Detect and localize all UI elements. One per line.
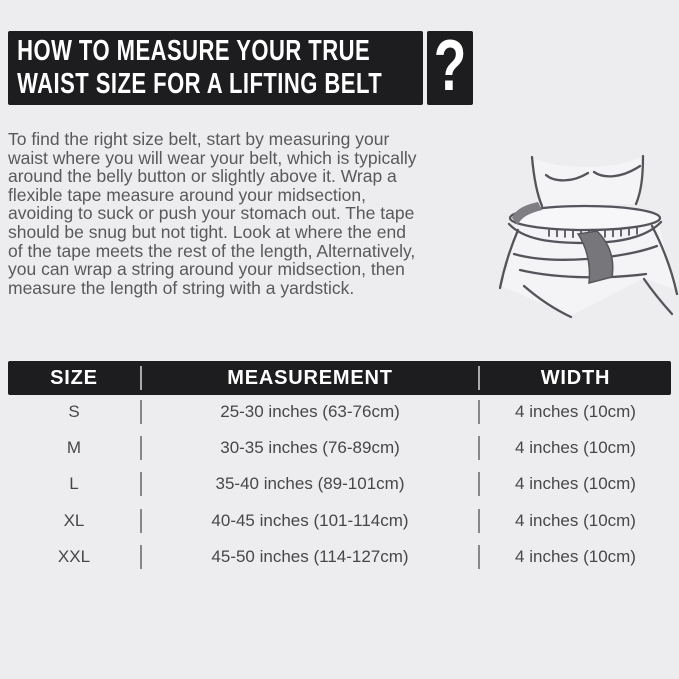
waist-tape-measure-illustration: [498, 154, 679, 319]
cell-measurement: 45-50 inches (114-127cm): [211, 546, 409, 566]
page-title: HOW TO MEASURE YOUR TRUE WAIST SIZE FOR …: [8, 35, 382, 101]
column-divider: [140, 508, 142, 533]
torso-outline: [498, 154, 679, 319]
column-divider: [140, 400, 142, 425]
table-row: XXL 45-50 inches (114-127cm) 4 inches (1…: [8, 539, 671, 575]
cell-size: L: [69, 474, 79, 494]
header-column-divider: [140, 366, 142, 390]
cell-width: 4 inches (10cm): [515, 546, 636, 566]
torso-upper-fill: [532, 156, 643, 206]
column-divider: [478, 436, 480, 461]
cell-width: 4 inches (10cm): [515, 474, 636, 494]
column-header-measurement: MEASUREMENT: [227, 366, 393, 389]
cell-measurement: 40-45 inches (101-114cm): [211, 510, 409, 530]
cell-size: XXL: [57, 546, 91, 566]
page-title-line-2: WAIST SIZE FOR A LIFTING BELT: [17, 68, 383, 100]
cell-measurement: 30-35 inches (76-89cm): [220, 438, 400, 458]
cell-width: 4 inches (10cm): [515, 438, 636, 458]
table-row: L 35-40 inches (89-101cm) 4 inches (10cm…: [8, 466, 671, 502]
cell-width: 4 inches (10cm): [515, 510, 636, 530]
help-badge: ?: [427, 26, 473, 106]
cell-size: S: [68, 402, 80, 422]
column-divider: [140, 436, 142, 461]
column-divider: [478, 472, 480, 497]
size-table-body: S 25-30 inches (63-76cm) 4 inches (10cm)…: [8, 394, 671, 575]
table-row: S 25-30 inches (63-76cm) 4 inches (10cm): [8, 394, 671, 430]
tape-band: [508, 204, 662, 232]
cell-measurement: 25-30 inches (63-76cm): [220, 402, 400, 422]
column-divider: [478, 544, 480, 569]
header-column-divider: [478, 366, 480, 390]
size-table-header: SIZE MEASUREMENT WIDTH: [8, 361, 671, 395]
tape-band-shading: [512, 202, 542, 225]
question-mark-icon: ?: [433, 26, 467, 106]
table-row: XL 40-45 inches (101-114cm) 4 inches (10…: [8, 503, 671, 539]
table-row: M 30-35 inches (76-89cm) 4 inches (10cm): [8, 430, 671, 466]
tape-loose-end: [576, 230, 614, 284]
column-divider: [478, 508, 480, 533]
column-divider: [140, 544, 142, 569]
page-title-line-1: HOW TO MEASURE YOUR TRUE: [17, 35, 371, 67]
intro-paragraph: To find the right size belt, start by me…: [8, 129, 417, 298]
title-banner: HOW TO MEASURE YOUR TRUE WAIST SIZE FOR …: [8, 31, 423, 105]
column-header-size: SIZE: [50, 366, 98, 389]
cell-size: M: [66, 438, 82, 458]
cell-measurement: 35-40 inches (89-101cm): [215, 474, 405, 494]
column-header-width: WIDTH: [540, 366, 611, 389]
column-divider: [140, 472, 142, 497]
cell-size: XL: [63, 510, 85, 530]
column-divider: [478, 400, 480, 425]
cell-width: 4 inches (10cm): [515, 402, 636, 422]
